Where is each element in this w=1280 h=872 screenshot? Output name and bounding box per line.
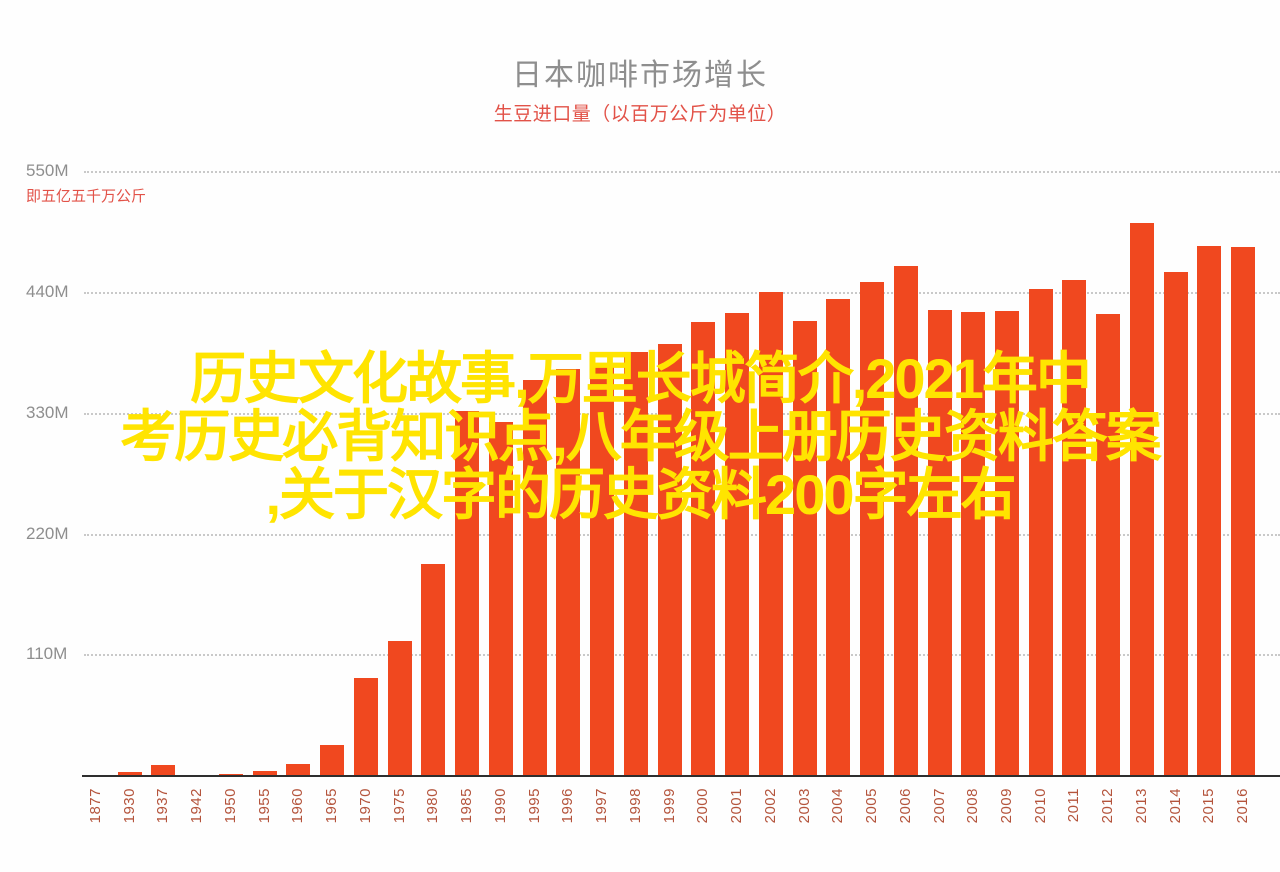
gridline-550M — [84, 171, 1280, 174]
bar-2008 — [961, 312, 985, 775]
bar-2011 — [1062, 280, 1086, 775]
bar-2012 — [1096, 314, 1120, 775]
x-axis-tick-label-1997: 1997 — [593, 788, 610, 824]
bar-1999 — [658, 344, 682, 775]
bar-1965 — [320, 745, 344, 775]
x-axis-tick-label-2007: 2007 — [931, 788, 948, 824]
x-axis-tick-label-1965: 1965 — [323, 788, 340, 824]
y-axis-tick-label-550M: 550M — [26, 161, 69, 181]
bar-1930 — [118, 772, 142, 775]
bar-1990 — [489, 422, 513, 775]
bar-2010 — [1029, 289, 1053, 775]
bar-2007 — [928, 310, 952, 775]
x-axis-tick-label-1985: 1985 — [458, 788, 475, 824]
x-axis-tick-label-2016: 2016 — [1234, 788, 1251, 824]
bar-2006 — [894, 266, 918, 775]
x-axis-tick-label-1955: 1955 — [256, 788, 273, 824]
gridline-220M — [84, 533, 1280, 536]
x-axis-tick-label-2004: 2004 — [829, 788, 846, 824]
x-axis-tick-label-1930: 1930 — [121, 788, 138, 824]
bar-2014 — [1164, 272, 1188, 775]
x-axis-tick-label-2014: 2014 — [1167, 788, 1184, 824]
x-axis-baseline — [82, 775, 1280, 777]
x-axis-tick-label-2011: 2011 — [1065, 788, 1082, 823]
x-axis-tick-label-1937: 1937 — [154, 788, 171, 824]
gridline-110M — [84, 654, 1280, 657]
bar-2003 — [793, 321, 817, 775]
y-axis-tick-label-440M: 440M — [26, 282, 69, 301]
bar-1996 — [556, 369, 580, 775]
x-axis-tick-label-2013: 2013 — [1133, 788, 1150, 824]
x-axis-tick-label-2002: 2002 — [762, 788, 779, 824]
bar-1950 — [219, 774, 243, 775]
y-axis-tick-label-330M: 330M — [26, 402, 69, 422]
x-axis-tick-label-2000: 2000 — [694, 788, 711, 824]
bar-1970 — [354, 678, 378, 775]
x-axis-tick-label-1970: 1970 — [357, 788, 374, 824]
watermark-line-1: 历史文化故事,万里长城简介,2021年中 — [190, 347, 1092, 410]
watermark-line-3: ,关于汉字的历史资料200字左右 — [265, 463, 1017, 526]
chart-subtitle: 生豆进口量（以百万公斤为单位） — [493, 104, 787, 125]
x-axis-tick-label-1975: 1975 — [391, 788, 408, 824]
bar-2002 — [759, 292, 783, 775]
x-axis-tick-label-1980: 1980 — [424, 788, 441, 824]
x-axis-tick-label-1999: 1999 — [661, 788, 678, 824]
bar-1985 — [455, 411, 479, 775]
x-axis-tick-label-1995: 1995 — [526, 788, 543, 824]
x-axis-tick-label-1877: 1877 — [87, 788, 104, 824]
x-axis-tick-label-1998: 1998 — [627, 788, 644, 824]
y-axis-annotation: 即五亿五千万公斤 — [26, 188, 147, 205]
x-axis-tick-label-2003: 2003 — [796, 788, 813, 824]
x-axis-tick-label-2012: 2012 — [1099, 788, 1116, 824]
bar-2000 — [691, 322, 715, 775]
bar-1980 — [421, 564, 445, 775]
bar-1955 — [253, 771, 277, 775]
x-axis-tick-label-1950: 1950 — [222, 788, 239, 824]
bar-2015 — [1197, 246, 1221, 775]
x-axis-tick-label-1960: 1960 — [289, 788, 306, 824]
bar-1975 — [388, 641, 412, 775]
x-axis-tick-label-1996: 1996 — [559, 788, 576, 824]
bar-2004 — [826, 299, 850, 775]
bar-1960 — [286, 764, 310, 775]
chart-title: 日本咖啡市场增长 — [512, 59, 768, 92]
x-axis-tick-label-2009: 2009 — [998, 788, 1015, 824]
bar-1937 — [151, 765, 175, 775]
watermark-overlay: 历史文化故事,万里长城简介,2021年中 考历史必背知识点,八年级上册历史资料答… — [0, 350, 1280, 524]
x-axis-tick-label-2008: 2008 — [964, 788, 981, 824]
x-axis-tick-label-2005: 2005 — [863, 788, 880, 824]
bar-2005 — [860, 282, 884, 775]
x-axis-tick-label-1990: 1990 — [492, 788, 509, 824]
bar-1997 — [590, 363, 614, 775]
bar-2001 — [725, 313, 749, 775]
y-axis-tick-label-110M: 110M — [26, 644, 68, 664]
bar-1998 — [624, 352, 648, 775]
watermark-line-2: 考历史必背知识点,八年级上册历史资料答案 — [120, 405, 1162, 468]
bar-2016 — [1231, 247, 1255, 775]
x-axis-tick-label-2006: 2006 — [897, 788, 914, 824]
x-axis-tick-label-2010: 2010 — [1032, 788, 1049, 824]
gridline-330M — [84, 412, 1280, 415]
bar-1995 — [523, 380, 547, 775]
x-axis-tick-label-2001: 2001 — [728, 788, 745, 824]
bar-2013 — [1130, 223, 1154, 775]
gridline-440M — [84, 292, 1280, 294]
x-axis-tick-label-2015: 2015 — [1200, 788, 1217, 824]
bar-2009 — [995, 311, 1019, 775]
x-axis-tick-label-1942: 1942 — [188, 788, 205, 824]
y-axis-tick-label-220M: 220M — [26, 523, 69, 543]
